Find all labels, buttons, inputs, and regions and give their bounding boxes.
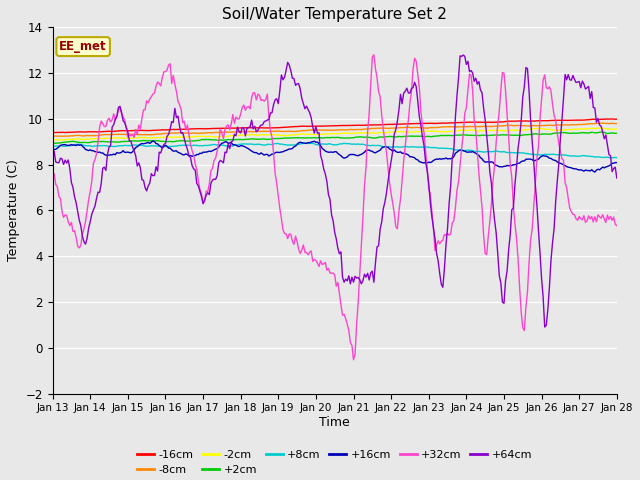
+16cm: [372, 150, 380, 156]
+32cm: [154, 79, 161, 85]
+2cm: [389, 134, 397, 140]
Line: +32cm: +32cm: [52, 55, 617, 360]
+32cm: [404, 118, 412, 123]
Line: -8cm: -8cm: [52, 123, 617, 136]
-2cm: [390, 129, 398, 135]
+16cm: [403, 151, 411, 157]
+2cm: [49, 141, 56, 146]
+8cm: [613, 155, 621, 160]
-16cm: [370, 122, 378, 128]
+2cm: [597, 129, 605, 135]
+64cm: [401, 88, 409, 94]
+8cm: [372, 143, 380, 148]
+64cm: [65, 157, 72, 163]
-2cm: [594, 125, 602, 131]
+32cm: [547, 88, 555, 94]
+8cm: [403, 144, 411, 149]
+2cm: [613, 131, 621, 136]
-16cm: [65, 130, 72, 135]
Line: +8cm: +8cm: [52, 143, 617, 158]
+8cm: [154, 144, 161, 149]
-8cm: [613, 121, 621, 127]
Line: +64cm: +64cm: [52, 55, 617, 327]
-8cm: [545, 122, 553, 128]
-2cm: [372, 130, 380, 136]
-2cm: [56, 137, 64, 143]
+2cm: [401, 133, 409, 139]
+2cm: [370, 135, 378, 141]
-16cm: [613, 116, 621, 122]
+8cm: [545, 152, 553, 157]
-2cm: [403, 129, 411, 135]
+64cm: [613, 175, 621, 181]
Title: Soil/Water Temperature Set 2: Soil/Water Temperature Set 2: [222, 7, 447, 22]
+8cm: [49, 144, 56, 149]
-16cm: [608, 116, 616, 122]
Line: +2cm: +2cm: [52, 132, 617, 144]
+2cm: [544, 132, 552, 137]
-16cm: [544, 118, 552, 123]
Legend: -16cm, -8cm, -2cm, +2cm, +8cm, +16cm, +32cm, +64cm: -16cm, -8cm, -2cm, +2cm, +8cm, +16cm, +3…: [133, 445, 536, 480]
+64cm: [154, 168, 161, 174]
+32cm: [65, 219, 72, 225]
+8cm: [65, 143, 72, 149]
+16cm: [613, 160, 621, 166]
-8cm: [596, 120, 604, 126]
-8cm: [390, 125, 398, 131]
+16cm: [65, 143, 72, 148]
+64cm: [547, 257, 555, 263]
+8cm: [390, 144, 398, 150]
+16cm: [49, 147, 56, 153]
-8cm: [49, 133, 56, 139]
+16cm: [156, 143, 163, 148]
+16cm: [390, 147, 398, 153]
-8cm: [156, 131, 163, 137]
Line: +16cm: +16cm: [52, 141, 617, 172]
X-axis label: Time: Time: [319, 416, 350, 429]
+8cm: [607, 155, 614, 161]
-2cm: [49, 137, 56, 143]
-8cm: [56, 133, 64, 139]
+64cm: [370, 279, 378, 285]
-16cm: [154, 127, 161, 133]
-8cm: [66, 133, 74, 139]
+32cm: [49, 173, 56, 179]
-16cm: [49, 130, 56, 135]
+16cm: [545, 156, 553, 161]
-2cm: [545, 127, 553, 132]
-2cm: [156, 135, 163, 141]
+32cm: [370, 52, 378, 58]
Y-axis label: Temperature (C): Temperature (C): [7, 159, 20, 262]
-2cm: [66, 137, 74, 143]
+32cm: [392, 224, 399, 229]
+32cm: [613, 223, 621, 228]
+2cm: [154, 138, 161, 144]
Line: -16cm: -16cm: [52, 119, 617, 132]
+64cm: [49, 155, 56, 160]
-16cm: [389, 121, 397, 127]
+16cm: [149, 138, 157, 144]
+64cm: [389, 149, 397, 155]
-16cm: [401, 121, 409, 127]
-2cm: [613, 126, 621, 132]
-8cm: [372, 126, 380, 132]
-8cm: [403, 124, 411, 130]
Text: EE_met: EE_met: [60, 40, 107, 53]
+32cm: [373, 75, 381, 81]
+64cm: [541, 324, 548, 330]
+2cm: [65, 139, 72, 144]
+16cm: [591, 169, 598, 175]
+8cm: [309, 140, 317, 146]
+64cm: [460, 52, 467, 58]
+32cm: [349, 357, 357, 362]
Line: -2cm: -2cm: [52, 128, 617, 140]
